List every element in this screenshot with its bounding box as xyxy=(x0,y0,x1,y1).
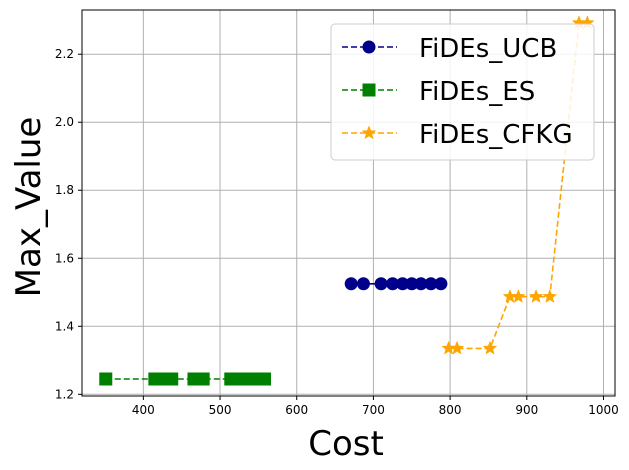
x-axis-label: Cost xyxy=(308,424,384,464)
legend-box xyxy=(330,23,595,161)
x-tick-label: 800 xyxy=(439,403,462,417)
x-tick-label: 700 xyxy=(362,403,385,417)
plot-frame xyxy=(81,9,616,397)
y-axis-label: Max_Value xyxy=(9,117,49,298)
x-tick-label: 400 xyxy=(132,403,155,417)
legend-marker xyxy=(361,125,377,140)
data-point xyxy=(356,277,370,291)
data-point xyxy=(344,277,358,291)
y-tick-label: 1.6 xyxy=(55,251,74,265)
data-point xyxy=(374,277,388,291)
x-tick-label: 600 xyxy=(285,403,308,417)
data-point xyxy=(434,277,448,291)
data-point xyxy=(542,288,558,303)
data-point xyxy=(449,340,465,355)
data-point xyxy=(482,340,498,355)
legend-label: FiDEs_UCB xyxy=(419,34,557,64)
data-point xyxy=(528,288,544,303)
y-tick-label: 1.2 xyxy=(55,387,74,401)
series-FiDEs_ES xyxy=(99,372,272,386)
x-tick-label: 500 xyxy=(209,403,232,417)
legend-marker xyxy=(362,40,376,54)
data-point xyxy=(165,372,179,386)
data-point xyxy=(99,372,113,386)
legend: FiDEs_UCB FiDEs_ES FiDEs_CFKG xyxy=(330,23,595,161)
x-tick-label: 1000 xyxy=(588,403,619,417)
data-point xyxy=(196,372,210,386)
legend-label: FiDEs_ES xyxy=(419,77,535,107)
data-point xyxy=(511,288,526,303)
series-FiDEs_UCB xyxy=(344,277,448,291)
legend-label: FiDEs_CFKG xyxy=(419,120,573,150)
y-tick-label: 1.8 xyxy=(55,183,74,197)
series-layer xyxy=(99,15,595,386)
y-tick-label: 2.2 xyxy=(55,47,74,61)
data-point xyxy=(258,372,272,386)
x-tick-label: 900 xyxy=(515,403,538,417)
y-tick-label: 1.4 xyxy=(55,319,74,333)
axis-ticks: 400 500 600 700 800 900 1000 1.2 1.4 1.6 1.8 2.0 2.2 xyxy=(55,47,619,417)
y-tick-label: 2.0 xyxy=(55,115,74,129)
legend-marker xyxy=(362,83,376,97)
